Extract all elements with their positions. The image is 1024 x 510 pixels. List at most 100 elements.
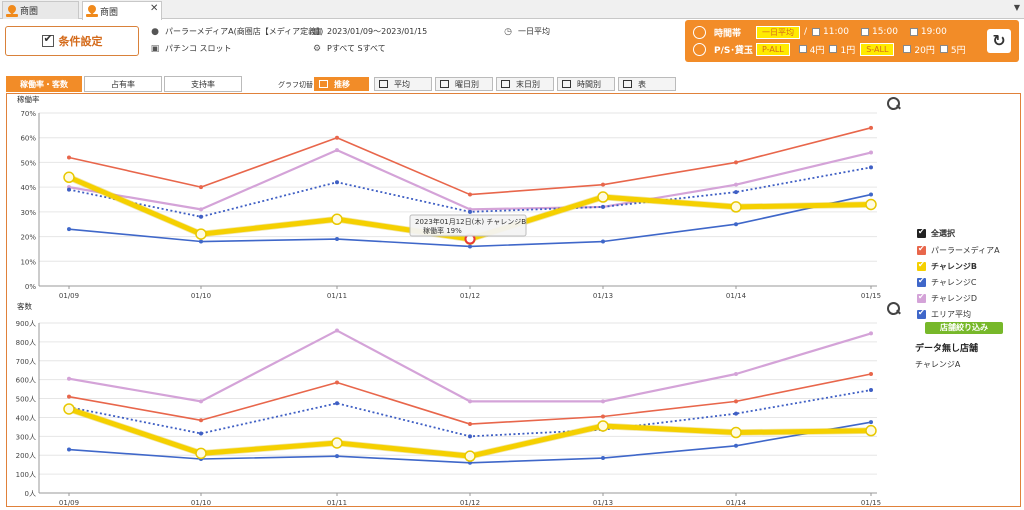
tab-share[interactable]: 占有率	[84, 76, 162, 92]
series-point	[199, 431, 203, 436]
category-info: ▣ パチンコ スロット	[150, 43, 232, 54]
y-tick-label: 100人	[16, 471, 36, 479]
series-point	[335, 180, 339, 185]
series-point	[67, 376, 71, 381]
series-point	[869, 125, 873, 130]
tooltip-box	[409, 214, 527, 237]
series-point	[468, 244, 472, 249]
legend-label: チャレンジD	[931, 294, 978, 303]
calendar-icon	[501, 80, 510, 88]
series-point	[67, 227, 71, 232]
checkbox-icon	[41, 32, 54, 47]
x-tick-label: 01/11	[327, 499, 347, 507]
close-icon[interactable]: ✕	[150, 3, 159, 14]
graph-switch-label: グラフ切替	[278, 81, 313, 89]
legend-item[interactable]: パーラーメディアA	[917, 244, 1000, 256]
time-mode-info: ◷ 一日平均	[503, 26, 550, 37]
y-tick-label: 300人	[16, 433, 36, 441]
series-point	[335, 454, 339, 459]
x-tick-label: 01/10	[191, 499, 211, 507]
y-tick-label: 700人	[16, 358, 36, 366]
zoom-in-icon[interactable]	[887, 97, 900, 110]
y-tick-label: 30%	[20, 209, 36, 217]
time-1500-checkbox[interactable]	[860, 28, 869, 36]
p-1yen-label: 1円	[840, 45, 856, 56]
p-1yen-checkbox[interactable]	[829, 45, 838, 53]
nodata-title: データ無し店舗	[915, 344, 979, 354]
y-tick-label: 600人	[16, 377, 36, 385]
series-point	[331, 437, 343, 449]
graph-mode-table[interactable]: 表	[618, 77, 676, 91]
time-separator: /	[804, 27, 808, 37]
condition-settings-button[interactable]: 条件設定	[5, 26, 139, 56]
series-point	[195, 228, 207, 240]
series-point	[199, 207, 203, 212]
legend-item[interactable]: チャレンジD	[917, 292, 978, 304]
daily-average-button[interactable]: 一日平均	[756, 25, 800, 39]
x-tick-label: 01/14	[726, 292, 747, 300]
legend-label: チャレンジB	[931, 262, 978, 271]
map-pin-icon	[6, 5, 18, 17]
graph-mode-average[interactable]: 平均	[374, 77, 432, 91]
graph-mode-hourly[interactable]: 時間別	[557, 77, 615, 91]
bar-chart-icon	[379, 80, 388, 88]
store-filter-button[interactable]: 店舗絞り込み	[925, 322, 1003, 334]
tab-shoken-2[interactable]: 商圏	[82, 1, 162, 20]
graph-mode-trend[interactable]: 推移	[314, 77, 369, 91]
time-label: 時間帯	[714, 28, 742, 39]
time-1100-checkbox[interactable]	[812, 28, 821, 36]
coin-icon	[693, 42, 706, 56]
series-point	[63, 403, 75, 415]
table-icon	[623, 80, 632, 88]
series-point	[335, 135, 339, 140]
p-all-button[interactable]: P-ALL	[756, 42, 790, 56]
series-point	[67, 394, 71, 399]
chart-title: 稼働率	[17, 94, 40, 104]
store-info: ● パーラーメディアA(商圏店【メディア定義】)	[150, 26, 323, 37]
legend-label: エリア平均	[931, 310, 971, 319]
series-point	[869, 192, 873, 197]
s-all-button[interactable]: S-ALL	[860, 42, 895, 56]
tab-support[interactable]: 支持率	[164, 76, 242, 92]
series-point	[601, 456, 605, 461]
graph-mode-label: 時間別	[577, 79, 601, 89]
period-text: 2023/01/09～2023/01/15	[327, 27, 428, 36]
p-4yen-checkbox[interactable]	[798, 45, 807, 53]
legend-label: パーラーメディアA	[931, 246, 1000, 255]
legend-item[interactable]: エリア平均	[917, 308, 971, 320]
y-tick-label: 10%	[20, 258, 36, 266]
calendar-icon: ▦	[312, 26, 322, 37]
s-20yen-checkbox[interactable]	[903, 45, 912, 53]
legend-select-all[interactable]: 全選択	[917, 227, 955, 239]
legend-item[interactable]: チャレンジC	[917, 276, 977, 288]
series-point	[199, 399, 203, 404]
series-point	[335, 401, 339, 406]
s-5yen-checkbox[interactable]	[939, 45, 948, 53]
graph-mode-day-end[interactable]: 末日別	[496, 77, 554, 91]
x-tick-label: 01/15	[861, 292, 881, 300]
clock-icon	[562, 80, 571, 88]
series-point	[199, 418, 203, 423]
tab-occupancy-customers[interactable]: 稼働率・客数	[6, 76, 82, 92]
legend-item[interactable]: チャレンジB	[917, 260, 978, 272]
time-1500-label: 15:00	[871, 27, 898, 37]
tab-menu-chevron-down-icon[interactable]: ▼	[1013, 3, 1020, 12]
series-point	[67, 155, 71, 160]
series-point	[869, 331, 873, 336]
x-tick-label: 01/14	[726, 499, 747, 507]
x-tick-label: 01/12	[460, 292, 480, 300]
s-20yen-label: 20円	[914, 45, 935, 56]
series-line	[68, 406, 872, 459]
y-tick-label: 500人	[16, 396, 36, 404]
series-point	[730, 426, 742, 439]
machines-info: ⚙ Pすべて Sすべて	[312, 43, 386, 54]
zoom-in-icon[interactable]	[887, 302, 900, 315]
time-mode-text: 一日平均	[518, 27, 550, 36]
tab-shoken-1[interactable]: 商圏	[2, 1, 79, 19]
graph-mode-weekday[interactable]: 曜日別	[435, 77, 493, 91]
series-point	[601, 204, 605, 209]
reload-icon[interactable]: ↻	[987, 29, 1011, 53]
series-point	[734, 372, 738, 376]
time-1900-checkbox[interactable]	[909, 28, 918, 36]
checkbox-checked-icon	[917, 276, 926, 287]
